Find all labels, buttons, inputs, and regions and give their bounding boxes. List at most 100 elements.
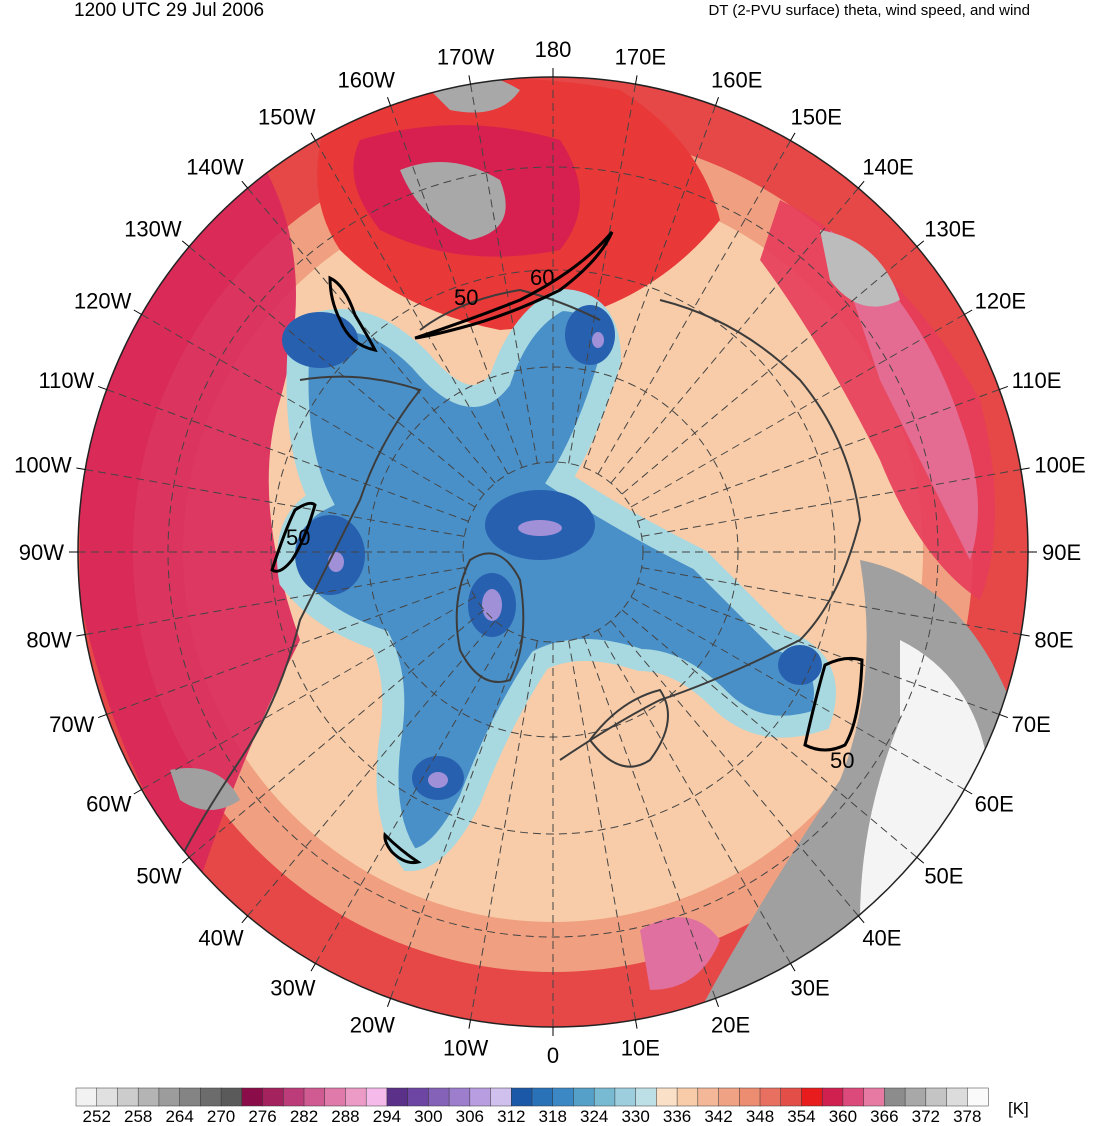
- longitude-tick: [790, 963, 796, 972]
- contour-label-pacific-60: 60: [530, 265, 554, 290]
- colorbar-tick-label: 348: [746, 1107, 774, 1126]
- longitude-tick: [634, 75, 638, 85]
- longitude-label: 100W: [14, 453, 72, 478]
- colorbar-tick-label: 354: [787, 1107, 815, 1126]
- longitude-tick: [133, 789, 142, 795]
- contour-label-pacific-50: 50: [454, 285, 478, 310]
- jet-contour-bering: [328, 275, 378, 353]
- colorbar-tick-label: 342: [704, 1107, 732, 1126]
- jet-contour-pacific: [414, 231, 614, 340]
- colorbar-swatch: [759, 1087, 782, 1107]
- longitude-tick: [1020, 467, 1030, 471]
- colorbar-swatch: [967, 1087, 989, 1107]
- colorbar-swatch: [842, 1087, 865, 1107]
- warm-region-america: [80, 160, 300, 880]
- cold-pool-halo: [277, 288, 836, 872]
- longitude-label: 110W: [38, 368, 94, 393]
- longitude-tick: [241, 915, 249, 924]
- longitude-label: 150E: [791, 104, 842, 129]
- colorbar-swatch: [262, 1087, 284, 1107]
- cold-core-north: [565, 305, 615, 365]
- longitude-tick: [386, 998, 392, 1007]
- longitude-label: 90W: [19, 540, 64, 565]
- longitude-tick: [714, 998, 720, 1007]
- colorbar-tick-label: 252: [83, 1107, 111, 1126]
- colorbar-swatch: [718, 1087, 740, 1107]
- colorbar-swatch: [386, 1087, 409, 1107]
- longitude-tick: [181, 240, 190, 248]
- colorbar-swatch: [469, 1087, 492, 1107]
- colorbar-swatch: [801, 1087, 823, 1107]
- cold-core-atlantic-min: [428, 772, 448, 788]
- cold-core-center-min: [518, 520, 562, 536]
- longitude-label: 90E: [1042, 540, 1081, 565]
- colorbar-tick-label: 276: [248, 1107, 276, 1126]
- longitude-tick: [310, 132, 316, 141]
- colorbar-swatch: [200, 1087, 222, 1107]
- longitude-tick: [133, 309, 142, 315]
- colorbar-swatch: [96, 1087, 119, 1107]
- cold-core-west: [295, 515, 365, 595]
- colorbar-swatch: [946, 1087, 968, 1107]
- colorbar-tick-label: 300: [414, 1107, 442, 1126]
- cold-core-west-min: [328, 552, 344, 572]
- longitude-label: 20W: [350, 1013, 395, 1038]
- colorbar-tick-label: 318: [539, 1107, 567, 1126]
- longitude-label: 40W: [198, 925, 243, 950]
- longitude-label: 160W: [337, 67, 395, 92]
- colorbar-swatch: [614, 1087, 637, 1107]
- longitude-tick: [857, 180, 865, 189]
- longitude-tick: [76, 633, 86, 637]
- longitude-tick: [98, 385, 107, 391]
- cold-pool: [288, 300, 825, 860]
- graticule: [78, 77, 1028, 1027]
- jet-contour-siberia: [803, 656, 864, 752]
- coastline-scandinavia: [588, 688, 669, 768]
- longitude-label: 140E: [862, 155, 913, 180]
- colorbar-tick-label: 288: [331, 1107, 359, 1126]
- colorbar-tick-label: 324: [580, 1107, 608, 1126]
- colorbar-swatch: [552, 1087, 575, 1107]
- longitude-tick: [241, 180, 249, 189]
- contour-label-siberia-50: 50: [830, 748, 854, 773]
- longitude-label: 120E: [975, 289, 1026, 314]
- colorbar-swatch: [220, 1087, 243, 1107]
- colorbar-swatch: [676, 1087, 699, 1107]
- longitude-label: 110E: [1012, 368, 1062, 393]
- colorbar-swatch: [365, 1087, 388, 1107]
- jet-contour-canada: [270, 501, 317, 573]
- longitude-tick: [181, 856, 190, 864]
- colorbar-swatch: [345, 1087, 367, 1107]
- colorbar-swatch: [863, 1087, 885, 1107]
- colorbar-swatch: [158, 1087, 181, 1107]
- longitude-label: 80W: [26, 627, 71, 652]
- longitude-tick: [98, 713, 107, 719]
- cold-core-nw: [282, 312, 358, 368]
- colorbar-swatch: [283, 1087, 305, 1107]
- longitude-label: 180: [535, 37, 572, 62]
- colorbar-swatch: [925, 1087, 948, 1107]
- high-theta-northeast: [820, 230, 900, 307]
- longitude-label: 70E: [1012, 712, 1051, 737]
- coastline-eurasia: [559, 299, 862, 761]
- colorbar-swatch: [448, 1087, 471, 1107]
- jet-contour-atlantic: [383, 831, 422, 864]
- longitude-label: 170E: [615, 45, 666, 70]
- latitude-circle-50: [167, 166, 939, 938]
- longitude-label: 150W: [258, 104, 316, 129]
- longitude-label: 30W: [270, 976, 315, 1001]
- high-theta-pacific: [400, 162, 506, 240]
- cold-core-north-min: [592, 332, 604, 348]
- colorbar-swatch: [75, 1087, 98, 1107]
- longitude-label: 60E: [975, 792, 1014, 817]
- colorbar-swatch: [656, 1087, 678, 1107]
- wind-speed-contours: [270, 231, 864, 864]
- longitude-tick: [790, 132, 796, 141]
- colorbar-tick-label: 372: [912, 1107, 940, 1126]
- colorbar-tick-label: 378: [953, 1107, 981, 1126]
- longitude-tick: [1020, 633, 1030, 637]
- longitude-tick: [999, 385, 1008, 391]
- longitude-tick: [964, 309, 973, 315]
- colorbar-tick-label: 336: [663, 1107, 691, 1126]
